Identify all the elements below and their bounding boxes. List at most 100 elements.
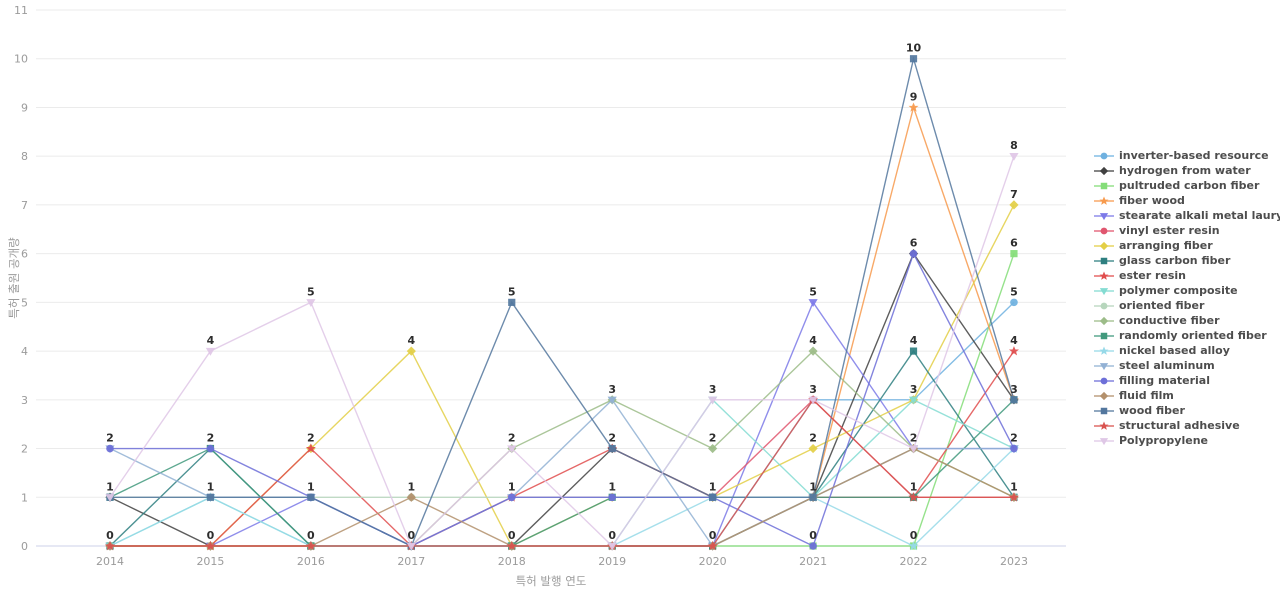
x-axis-title: 특허 발행 연도: [515, 574, 587, 588]
stearate-alkali-metal-laury-marker-icon: [1094, 212, 1114, 220]
legend-item-polypropylene[interactable]: Polypropylene: [1093, 433, 1280, 448]
value-label: 2: [608, 432, 616, 445]
legend-label: wood fiber: [1119, 404, 1185, 417]
arranging-fiber-marker-icon: [1094, 241, 1114, 250]
value-label: 6: [1010, 237, 1018, 250]
randomly-oriented-fiber-marker-icon: [1094, 332, 1114, 339]
value-label: 2: [106, 432, 114, 445]
legend-label: Polypropylene: [1119, 434, 1208, 447]
y-tick-label: 9: [21, 101, 28, 114]
legend-item-inverter-based-resource[interactable]: inverter-based resource: [1093, 148, 1280, 163]
legend-item-wood-fiber[interactable]: wood fiber: [1093, 403, 1280, 418]
legend-item-glass-carbon-fiber[interactable]: glass carbon fiber: [1093, 253, 1280, 268]
legend-item-conductive-fiber[interactable]: conductive fiber: [1093, 313, 1280, 328]
y-tick-label: 11: [14, 4, 28, 17]
legend-item-arranging-fiber[interactable]: arranging fiber: [1093, 238, 1280, 253]
x-tick-label: 2017: [397, 555, 425, 568]
value-label: 2: [307, 432, 315, 445]
legend-item-vinyl-ester-resin[interactable]: vinyl ester resin: [1093, 223, 1280, 238]
value-label: 9: [910, 90, 918, 103]
value-label: 1: [407, 480, 415, 493]
legend-item-polymer-composite[interactable]: polymer composite: [1093, 283, 1280, 298]
legend-label: conductive fiber: [1119, 314, 1220, 327]
series-wood-fiber: [106, 55, 1018, 550]
legend-item-nickel-based-alloy[interactable]: nickel based alloy: [1093, 343, 1280, 358]
y-tick-label: 2: [21, 443, 28, 456]
y-tick-label: 3: [21, 394, 28, 407]
value-label: 5: [508, 285, 516, 298]
value-label: 0: [207, 529, 215, 542]
y-tick-label: 1: [21, 491, 28, 504]
value-label: 4: [207, 334, 215, 347]
y-tick-label: 8: [21, 150, 28, 163]
legend-item-hydrogen-from-water[interactable]: hydrogen from water: [1093, 163, 1280, 178]
value-label: 2: [1010, 432, 1018, 445]
value-label: 4: [910, 334, 918, 347]
filling-material-marker-icon: [1094, 377, 1114, 384]
series-polypropylene: [105, 152, 1019, 551]
legend-item-fiber-wood[interactable]: fiber wood: [1093, 193, 1280, 208]
legend-item-structural-adhesive[interactable]: structural adhesive: [1093, 418, 1280, 433]
legend-item-stearate-alkali-metal-laury[interactable]: stearate alkali metal laury...: [1093, 208, 1280, 223]
value-label: 0: [106, 529, 114, 542]
value-label: 1: [709, 480, 717, 493]
legend-item-ester-resin[interactable]: ester resin: [1093, 268, 1280, 283]
legend-item-randomly-oriented-fiber[interactable]: randomly oriented fiber: [1093, 328, 1280, 343]
legend-item-steel-aluminum[interactable]: steel aluminum: [1093, 358, 1280, 373]
legend-label: polymer composite: [1119, 284, 1238, 297]
hydrogen-from-water-marker-icon: [1094, 166, 1114, 175]
legend-label: glass carbon fiber: [1119, 254, 1231, 267]
value-label: 4: [1010, 334, 1018, 347]
x-tick-label: 2018: [498, 555, 526, 568]
value-label: 2: [207, 432, 215, 445]
value-label: 1: [207, 480, 215, 493]
value-label: 1: [910, 480, 918, 493]
legend-label: filling material: [1119, 374, 1210, 387]
x-tick-label: 2022: [900, 555, 928, 568]
conductive-fiber-marker-icon: [1094, 316, 1114, 325]
legend-label: hydrogen from water: [1119, 164, 1251, 177]
value-label: 7: [1010, 188, 1018, 201]
value-label: 2: [709, 432, 717, 445]
inverter-based-resource-marker-icon: [1094, 152, 1114, 159]
value-label: 6: [910, 237, 918, 250]
series-structural-adhesive: [105, 394, 1019, 551]
legend-label: ester resin: [1119, 269, 1187, 282]
value-label: 5: [1010, 285, 1018, 298]
value-label: 3: [809, 383, 817, 396]
legend-item-fluid-film[interactable]: fluid film: [1093, 388, 1280, 403]
x-tick-label: 2021: [799, 555, 827, 568]
legend-label: steel aluminum: [1119, 359, 1215, 372]
legend-label: structural adhesive: [1119, 419, 1240, 432]
fluid-film-marker-icon: [1094, 391, 1114, 400]
x-tick-label: 2015: [196, 555, 224, 568]
nickel-based-alloy-marker-icon: [1094, 346, 1114, 355]
value-label: 1: [508, 480, 516, 493]
value-label: 2: [508, 432, 516, 445]
legend-label: nickel based alloy: [1119, 344, 1230, 357]
legend-item-pultruded-carbon-fiber[interactable]: pultruded carbon fiber: [1093, 178, 1280, 193]
value-label: 4: [407, 334, 415, 347]
legend-item-oriented-fiber[interactable]: oriented fiber: [1093, 298, 1280, 313]
value-label: 3: [1010, 383, 1018, 396]
y-axis-title: 특허 출원 공개량: [7, 237, 21, 319]
value-label: 4: [809, 334, 817, 347]
y-tick-label: 0: [21, 540, 28, 553]
legend-label: randomly oriented fiber: [1119, 329, 1267, 342]
value-label: 0: [709, 529, 717, 542]
fiber-wood-marker-icon: [1094, 196, 1114, 205]
legend-item-filling-material[interactable]: filling material: [1093, 373, 1280, 388]
pultruded-carbon-fiber-marker-icon: [1094, 182, 1114, 189]
legend-label: fluid film: [1119, 389, 1174, 402]
y-tick-label: 6: [21, 248, 28, 261]
x-tick-label: 2020: [699, 555, 727, 568]
polymer-composite-marker-icon: [1094, 287, 1114, 295]
legend-label: pultruded carbon fiber: [1119, 179, 1260, 192]
value-label: 2: [809, 432, 817, 445]
value-label: 1: [608, 480, 616, 493]
value-label: 1: [106, 480, 114, 493]
legend-label: arranging fiber: [1119, 239, 1213, 252]
value-label: 0: [608, 529, 616, 542]
legend-label: oriented fiber: [1119, 299, 1205, 312]
